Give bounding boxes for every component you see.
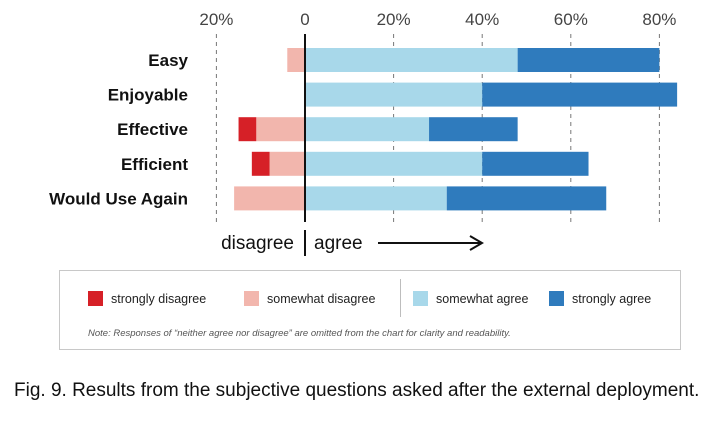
x-tick-labels: 20% 0 20% 40% 60% 80% (199, 10, 676, 29)
bar-somewhat-disagree (256, 117, 305, 142)
legend-swatch (549, 291, 564, 306)
arrow-head (469, 235, 484, 251)
x-tick-label: 40% (465, 10, 499, 29)
bar-somewhat-disagree (287, 48, 305, 72)
legend-label: strongly disagree (111, 291, 207, 306)
bar-somewhat-agree (305, 117, 430, 142)
bar-somewhat-disagree (269, 151, 305, 176)
bar-strongly-agree (482, 82, 678, 107)
legend-swatch (88, 291, 103, 306)
x-tick-label: 20% (199, 10, 233, 29)
legend-item-somewhat-agree: somewhat agree (413, 291, 528, 306)
category-label: Enjoyable (108, 86, 188, 105)
bar-strongly-agree (446, 186, 607, 211)
agree-label: agree (314, 233, 363, 254)
legend-label: strongly agree (572, 291, 652, 306)
diverging-bar-chart: 20% 0 20% 40% 60% 80% EasyEnjoyableEffectiveE… (49, 10, 678, 256)
bar-strongly-disagree (238, 117, 257, 142)
x-tick-label: 0 (300, 10, 309, 29)
bar-strongly-agree (482, 151, 589, 176)
bar-somewhat-disagree (234, 186, 305, 211)
legend-note: Note: Responses of “neither agree nor di… (88, 328, 511, 339)
legend-item-somewhat-disagree: somewhat disagree (244, 291, 375, 306)
legend-swatch (413, 291, 428, 306)
category-label: Efficient (121, 155, 188, 174)
x-tick-label: 80% (642, 10, 676, 29)
disagree-label: disagree (221, 233, 294, 254)
legend-item-strongly-agree: strongly agree (549, 291, 651, 306)
legend-label: somewhat disagree (267, 291, 376, 306)
bar-somewhat-agree (305, 186, 447, 211)
bar-somewhat-agree (305, 48, 518, 72)
legend-divider (400, 279, 401, 317)
category-label: Would Use Again (49, 189, 188, 208)
bar-strongly-disagree (251, 151, 270, 176)
bar-somewhat-agree (305, 82, 483, 107)
figure-caption: Fig. 9. Results from the subjective ques… (14, 380, 700, 401)
x-tick-label: 60% (554, 10, 588, 29)
category-label: Effective (117, 120, 188, 139)
legend-swatch (244, 291, 259, 306)
bars (234, 48, 678, 211)
category-labels: Easy Enjoyable Effective Efficient Would Use… (49, 51, 188, 208)
bar-strongly-agree (429, 117, 518, 142)
bar-strongly-agree (517, 48, 660, 72)
legend-item-strongly-disagree: strongly disagree (88, 291, 206, 306)
bar-somewhat-agree (305, 151, 483, 176)
legend-label: somewhat agree (436, 291, 529, 306)
x-tick-label: 20% (377, 10, 411, 29)
legend: strongly disagree somewhat disagree some… (59, 270, 681, 350)
category-label: Easy (148, 51, 188, 70)
agree-arrow (378, 235, 484, 251)
